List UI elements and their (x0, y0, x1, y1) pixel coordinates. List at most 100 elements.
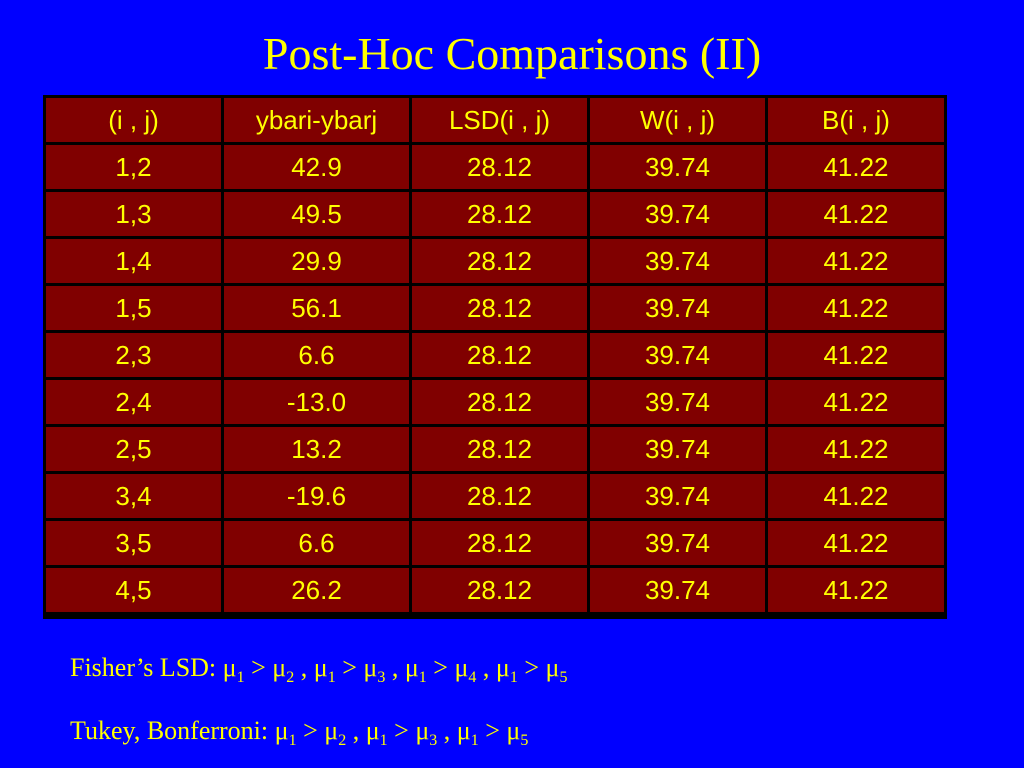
cell-pair: 1,5 (46, 286, 221, 330)
group-index: 2 (286, 669, 295, 687)
mu-symbol: μ (404, 653, 419, 682)
greater-than-symbol: > (478, 716, 507, 745)
header-cell-w: W(i , j) (590, 98, 765, 142)
fisher-lsd-note: Fisher’s LSD: μ1 > μ2 , μ1 > μ3 , μ1 > μ… (70, 652, 567, 694)
header-cell-b: B(i , j) (768, 98, 944, 142)
cell-w: 39.74 (590, 380, 765, 424)
cell-lsd: 28.12 (412, 427, 587, 471)
greater-than-symbol: > (335, 653, 364, 682)
cell-b: 41.22 (768, 286, 944, 330)
table-row: 1,2 42.9 28.12 39.74 41.22 (46, 145, 944, 189)
cell-lsd: 28.12 (412, 286, 587, 330)
comparison-separator: , (346, 716, 366, 745)
cell-pair: 2,4 (46, 380, 221, 424)
fisher-lsd-comparisons: μ1 > μ2 , μ1 > μ3 , μ1 > μ4 , μ1 > μ5 (222, 653, 568, 686)
cell-lsd: 28.12 (412, 239, 587, 283)
comparison-expression: μ1 > μ3 (314, 653, 386, 686)
greater-than-symbol: > (387, 716, 416, 745)
comparison-expression: μ1 > μ2 (222, 653, 295, 686)
group-index: 1 (236, 669, 245, 687)
cell-w: 39.74 (590, 521, 765, 565)
table-row: 3,4 -19.6 28.12 39.74 41.22 (46, 474, 944, 518)
comparison-grid: (i , j) ybari-ybarj LSD(i , j) W(i , j) … (43, 95, 947, 615)
cell-difference: 6.6 (224, 333, 409, 377)
cell-lsd: 28.12 (412, 521, 587, 565)
mu-symbol: μ (495, 653, 510, 682)
comparison-expression: μ1 > μ4 (404, 653, 477, 686)
table-row: 1,3 49.5 28.12 39.74 41.22 (46, 192, 944, 236)
cell-pair: 1,3 (46, 192, 221, 236)
cell-lsd: 28.12 (412, 192, 587, 236)
comparison-expression: μ1 > μ5 (495, 653, 568, 686)
mu-symbol: μ (272, 653, 287, 682)
table-row: 2,4 -13.0 28.12 39.74 41.22 (46, 380, 944, 424)
cell-difference: 56.1 (224, 286, 409, 330)
cell-difference: 13.2 (224, 427, 409, 471)
comparison-expression: μ1 > μ2 (275, 716, 347, 749)
cell-pair: 2,3 (46, 333, 221, 377)
cell-lsd: 28.12 (412, 474, 587, 518)
table-header-row: (i , j) ybari-ybarj LSD(i , j) W(i , j) … (46, 98, 944, 142)
cell-w: 39.74 (590, 286, 765, 330)
slide-title: Post-Hoc Comparisons (II) (262, 28, 762, 79)
cell-pair: 2,5 (46, 427, 221, 471)
tukey-bonferroni-comparisons: μ1 > μ2 , μ1 > μ3 , μ1 > μ5 (275, 716, 529, 749)
header-cell-pair: (i , j) (46, 98, 221, 142)
cell-b: 41.22 (768, 333, 944, 377)
cell-difference: 49.5 (224, 192, 409, 236)
table-row: 2,3 6.6 28.12 39.74 41.22 (46, 333, 944, 377)
cell-b: 41.22 (768, 568, 944, 612)
mu-symbol: μ (456, 716, 471, 745)
cell-w: 39.74 (590, 427, 765, 471)
group-index: 5 (559, 669, 568, 687)
cell-pair: 3,4 (46, 474, 221, 518)
table-row: 3,5 6.6 28.12 39.74 41.22 (46, 521, 944, 565)
group-index: 1 (379, 732, 388, 750)
cell-lsd: 28.12 (412, 380, 587, 424)
cell-pair: 4,5 (46, 568, 221, 612)
cell-lsd: 28.12 (412, 145, 587, 189)
cell-b: 41.22 (768, 474, 944, 518)
cell-b: 41.22 (768, 239, 944, 283)
group-index: 1 (327, 669, 336, 687)
mu-symbol: μ (415, 716, 430, 745)
mu-symbol: μ (365, 716, 380, 745)
cell-difference: -13.0 (224, 380, 409, 424)
mu-symbol: μ (222, 653, 237, 682)
header-cell-lsd: LSD(i , j) (412, 98, 587, 142)
cell-w: 39.74 (590, 239, 765, 283)
table-row: 1,4 29.9 28.12 39.74 41.22 (46, 239, 944, 283)
table-row: 4,5 26.2 28.12 39.74 41.22 (46, 568, 944, 612)
greater-than-symbol: > (426, 653, 455, 682)
group-index: 5 (520, 732, 529, 750)
cell-lsd: 28.12 (412, 333, 587, 377)
group-index: 1 (418, 669, 427, 687)
mu-symbol: μ (545, 653, 560, 682)
tukey-bonferroni-note: Tukey, Bonferroni: μ1 > μ2 , μ1 > μ3 , μ… (70, 715, 528, 757)
mu-symbol: μ (363, 653, 378, 682)
group-index: 1 (288, 732, 297, 750)
mu-symbol: μ (506, 716, 521, 745)
cell-b: 41.22 (768, 521, 944, 565)
cell-difference: 26.2 (224, 568, 409, 612)
comparison-separator: , (437, 716, 457, 745)
comparison-separator: , (294, 653, 314, 682)
cell-difference: 6.6 (224, 521, 409, 565)
group-index: 3 (429, 732, 438, 750)
table-row: 1,5 56.1 28.12 39.74 41.22 (46, 286, 944, 330)
cell-b: 41.22 (768, 192, 944, 236)
group-index: 4 (468, 669, 477, 687)
cell-difference: 42.9 (224, 145, 409, 189)
greater-than-symbol: > (244, 653, 273, 682)
table-row: 2,5 13.2 28.12 39.74 41.22 (46, 427, 944, 471)
cell-w: 39.74 (590, 333, 765, 377)
group-index: 3 (377, 669, 386, 687)
cell-b: 41.22 (768, 380, 944, 424)
group-index: 1 (470, 732, 479, 750)
cell-pair: 3,5 (46, 521, 221, 565)
group-index: 1 (509, 669, 518, 687)
comparison-separator: , (476, 653, 496, 682)
mu-symbol: μ (324, 716, 339, 745)
cell-w: 39.74 (590, 474, 765, 518)
greater-than-symbol: > (296, 716, 325, 745)
